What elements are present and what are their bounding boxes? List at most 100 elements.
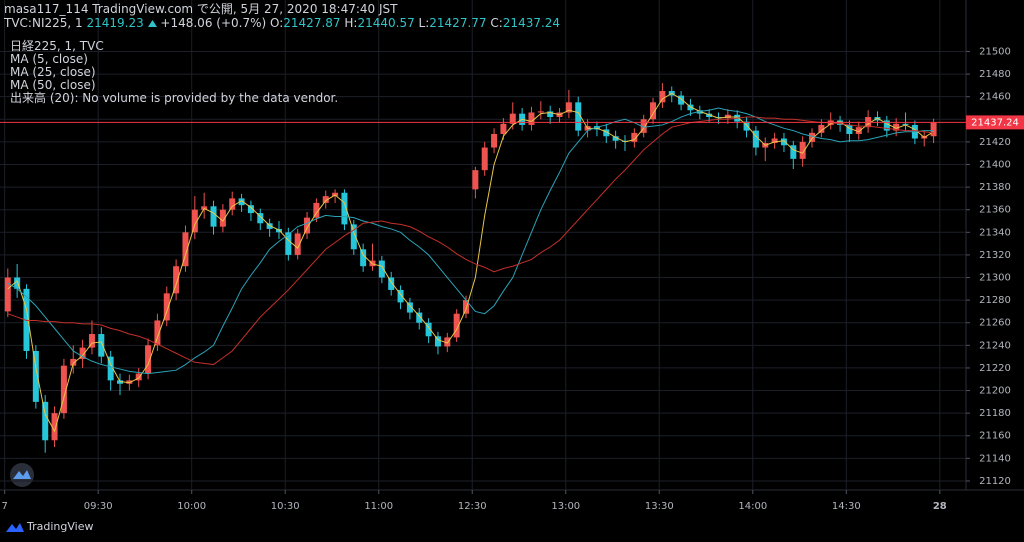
y-tick-label: 21380 bbox=[979, 182, 1011, 193]
x-tick-label: 09:30 bbox=[84, 501, 113, 512]
x-tick-label: 28 bbox=[933, 501, 947, 512]
symbol: TVC:NI225, 1 bbox=[4, 16, 83, 30]
y-tick-label: 21260 bbox=[979, 318, 1011, 329]
y-tick-label: 21340 bbox=[979, 227, 1011, 238]
candle-body bbox=[163, 293, 170, 321]
candle-body bbox=[790, 145, 797, 159]
x-tick-label: 14:00 bbox=[738, 501, 767, 512]
legend-item: MA (25, close) bbox=[10, 65, 96, 79]
candle-body bbox=[809, 132, 816, 142]
up-arrow bbox=[147, 20, 157, 27]
candle-body bbox=[650, 102, 657, 120]
y-tick-label: 21360 bbox=[979, 205, 1011, 216]
candle-body bbox=[799, 141, 806, 159]
candle-body bbox=[182, 232, 189, 267]
candle-body bbox=[350, 224, 357, 250]
candle-body bbox=[247, 205, 254, 214]
last-price: 21419.23 bbox=[86, 16, 144, 30]
candle-body bbox=[706, 113, 713, 118]
y-tick-label: 21500 bbox=[979, 46, 1011, 57]
candle-body bbox=[135, 373, 142, 381]
candle-body bbox=[621, 140, 628, 142]
candle-body bbox=[724, 114, 731, 119]
y-tick-label: 21240 bbox=[979, 340, 1011, 351]
ohlc-value: 21437.24 bbox=[502, 16, 561, 30]
header-title: masa117_114 TradingView.com で公開, 5月 27, … bbox=[4, 2, 398, 16]
candle-body bbox=[640, 119, 647, 133]
candle-body bbox=[444, 337, 451, 347]
y-tick-label: 21420 bbox=[979, 137, 1011, 148]
candle-body bbox=[257, 213, 264, 224]
brand-logo bbox=[6, 522, 24, 532]
y-tick-label: 21280 bbox=[979, 295, 1011, 306]
candle-body bbox=[23, 288, 30, 351]
x-tick-label: 13:00 bbox=[551, 501, 580, 512]
candle-body bbox=[416, 312, 423, 323]
candle-body bbox=[219, 209, 226, 227]
logo-badge bbox=[10, 463, 34, 487]
candle-body bbox=[472, 170, 479, 190]
candle-body bbox=[14, 277, 21, 289]
ma-line bbox=[7, 107, 934, 375]
candle-body bbox=[883, 120, 890, 131]
candle-body bbox=[60, 365, 67, 414]
candle-body bbox=[930, 122, 937, 137]
y-tick-label: 21480 bbox=[979, 69, 1011, 80]
x-tick-label: 11:00 bbox=[364, 501, 393, 512]
candle-body bbox=[304, 217, 311, 234]
ma-line bbox=[7, 92, 934, 433]
candle-body bbox=[678, 95, 685, 105]
candle-body bbox=[378, 260, 385, 278]
x-tick-label: 14:30 bbox=[832, 501, 861, 512]
candle-body bbox=[406, 302, 413, 313]
legend-main: 日経225, 1, TVC bbox=[10, 39, 104, 53]
candle-body bbox=[752, 130, 759, 148]
legend-item: MA (5, close) bbox=[10, 52, 88, 66]
candle-body bbox=[229, 198, 236, 210]
candle-body bbox=[313, 202, 320, 218]
candle-body bbox=[463, 300, 470, 314]
ohlc-label: L: bbox=[418, 16, 430, 30]
candle-body bbox=[107, 356, 114, 381]
change: +148.06 (+0.7%) bbox=[160, 16, 267, 30]
candle-body bbox=[603, 129, 610, 137]
y-tick-label: 21120 bbox=[979, 476, 1011, 487]
candle-body bbox=[388, 277, 395, 290]
x-tick-label: 7 bbox=[1, 501, 7, 512]
candle-body bbox=[715, 117, 722, 119]
legend: 日経225, 1, TVC MA (5, close) MA (25, close… bbox=[10, 40, 338, 105]
ohlc-label: O: bbox=[270, 16, 284, 30]
candle-body bbox=[238, 198, 245, 206]
candle-body bbox=[154, 320, 161, 346]
candle-body bbox=[285, 232, 292, 255]
candle-body bbox=[528, 112, 535, 125]
candle-body bbox=[98, 334, 105, 357]
candle-body bbox=[547, 111, 554, 118]
x-tick-label: 13:30 bbox=[645, 501, 674, 512]
candle-body bbox=[4, 277, 11, 312]
candle-body bbox=[509, 113, 516, 124]
candle-body bbox=[294, 233, 301, 255]
ohlc-label: H: bbox=[344, 16, 358, 30]
ohlc-value: 21427.87 bbox=[283, 16, 341, 30]
brand-name: TradingView bbox=[27, 520, 94, 533]
candle-body bbox=[743, 121, 750, 131]
x-tick-label: 10:30 bbox=[271, 501, 300, 512]
candle-body bbox=[565, 102, 572, 113]
candle-body bbox=[612, 136, 619, 141]
candle-body bbox=[360, 249, 367, 267]
y-tick-label: 21460 bbox=[979, 92, 1011, 103]
ma-line bbox=[7, 116, 934, 366]
branding: TradingView bbox=[6, 520, 93, 533]
y-tick-label: 21180 bbox=[979, 408, 1011, 419]
candle-body bbox=[631, 132, 638, 142]
candle-body bbox=[341, 192, 348, 225]
candle-body bbox=[659, 91, 666, 103]
x-tick-label: 12:30 bbox=[458, 501, 487, 512]
candle-body bbox=[145, 345, 152, 374]
ohlc-label: C: bbox=[490, 16, 503, 30]
price-label-box bbox=[966, 115, 1024, 130]
candle-body bbox=[191, 209, 198, 233]
